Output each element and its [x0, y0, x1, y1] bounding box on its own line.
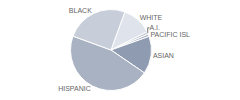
svg-text:ASIAN: ASIAN — [153, 52, 174, 59]
svg-text:HISPANIC: HISPANIC — [58, 85, 91, 92]
svg-text:BLACK: BLACK — [69, 7, 92, 14]
svg-text:A.I.: A.I. — [149, 24, 160, 31]
svg-text:WHITE: WHITE — [140, 14, 163, 21]
svg-text:PACIFIC ISL: PACIFIC ISL — [150, 31, 190, 38]
